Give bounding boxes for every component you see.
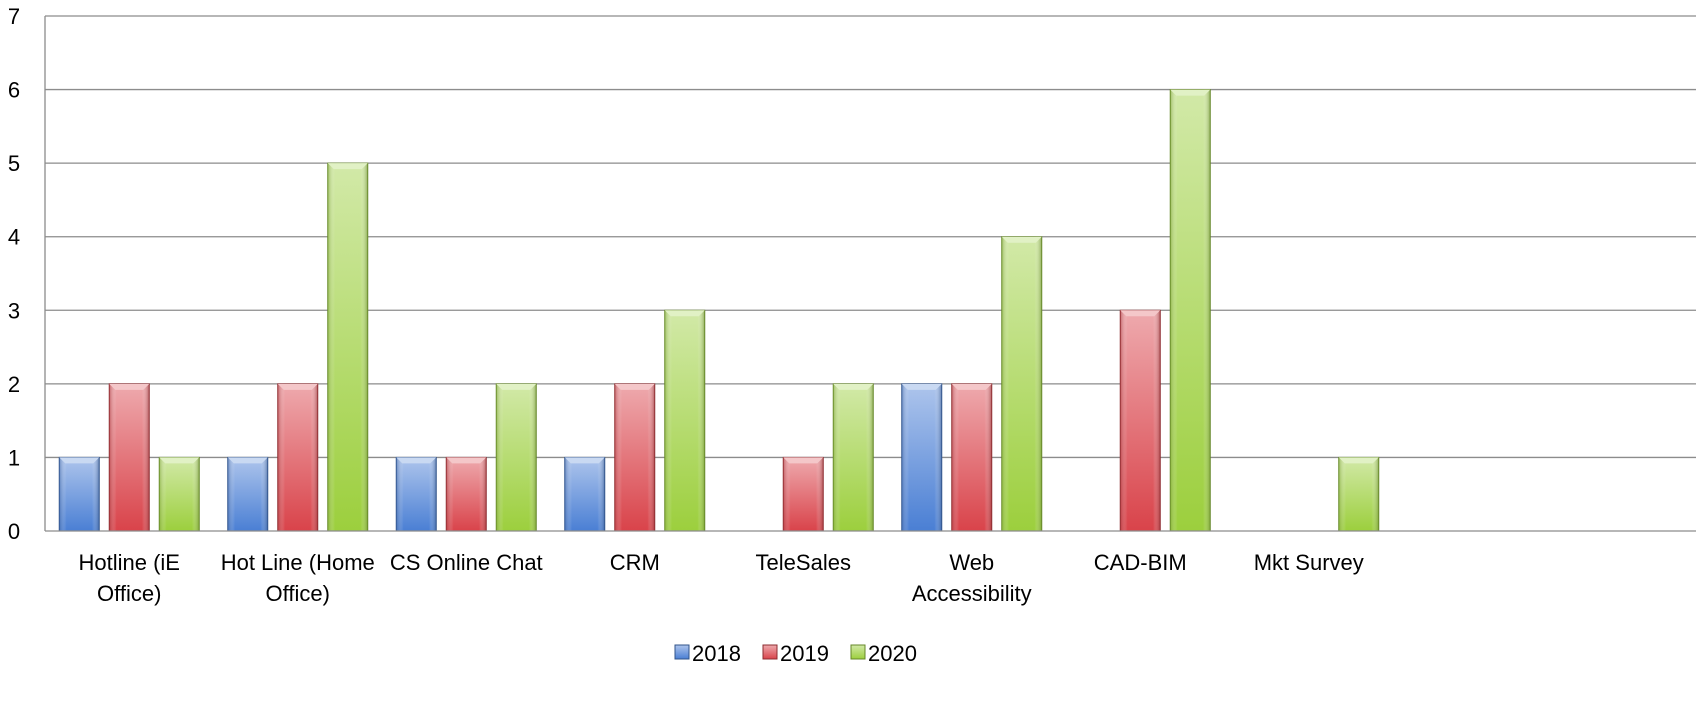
legend-item-2019: 2019 <box>762 641 829 666</box>
bar-shading <box>277 383 318 531</box>
bar-bevel <box>396 457 437 464</box>
bar-bevel <box>1170 89 1211 96</box>
bar-bevel <box>833 383 874 390</box>
bar-shading <box>396 457 437 531</box>
bar-shading <box>614 383 655 531</box>
bar-bevel <box>327 163 368 170</box>
bar-2020 <box>327 162 369 532</box>
bar-shading <box>446 457 487 531</box>
y-tick-label: 5 <box>8 151 20 176</box>
y-tick-label: 7 <box>8 4 20 29</box>
bar-2019 <box>782 456 824 532</box>
x-category-label: Hot Line (Home <box>221 550 375 575</box>
y-tick-label: 6 <box>8 78 20 103</box>
bar-shading <box>109 383 150 531</box>
legend-swatch <box>850 644 866 660</box>
y-tick-label: 3 <box>8 298 20 323</box>
bar-bevel <box>446 457 487 464</box>
bar-bevel <box>109 383 150 390</box>
bars <box>58 89 1380 532</box>
bar-bevel <box>1120 310 1161 317</box>
y-axis-tick-labels: 0 1 2 3 4 5 6 7 <box>8 4 20 544</box>
bar-2020 <box>1169 89 1211 532</box>
x-category-label: CAD-BIM <box>1094 550 1187 575</box>
bar-shading <box>159 457 200 531</box>
legend: 2018 2019 2020 <box>674 641 917 666</box>
axes <box>44 16 1696 532</box>
bar-bevel <box>496 383 537 390</box>
bar-2020 <box>664 309 706 532</box>
bar-2019 <box>951 383 993 532</box>
legend-item-2020: 2020 <box>850 641 917 666</box>
bar-shading <box>1120 310 1161 531</box>
bar-bevel <box>614 383 655 390</box>
x-category-label: Hotline (iE <box>79 550 180 575</box>
legend-label: 2018 <box>692 641 741 666</box>
bar-2019 <box>445 456 487 532</box>
bar-bevel <box>227 457 268 464</box>
bar-2020 <box>158 456 200 532</box>
legend-swatch <box>762 644 778 660</box>
bar-shading <box>564 457 605 531</box>
bar-2018 <box>564 456 606 532</box>
bar-shading <box>59 457 100 531</box>
bar-bevel <box>159 457 200 464</box>
bar-bevel <box>564 457 605 464</box>
bar-shading <box>496 383 537 531</box>
legend-label: 2019 <box>780 641 829 666</box>
y-tick-label: 1 <box>8 445 20 470</box>
x-category-label: CRM <box>610 550 660 575</box>
bar-2019 <box>614 383 656 532</box>
y-tick-label: 0 <box>8 519 20 544</box>
x-category-label: Mkt Survey <box>1254 550 1364 575</box>
bar-2018 <box>58 456 100 532</box>
bar-shading <box>901 383 942 531</box>
bar-2020 <box>832 383 874 532</box>
bar-shading <box>951 383 992 531</box>
legend-item-2018: 2018 <box>674 641 741 666</box>
bar-shading <box>227 457 268 531</box>
bar-2018 <box>395 456 437 532</box>
bar-shading <box>833 383 874 531</box>
bar-bevel <box>783 457 824 464</box>
x-category-label: Office) <box>97 581 161 606</box>
x-axis-category-labels: Hotline (iE Office) Hot Line (Home Office) C… <box>79 550 1364 606</box>
bar-2020 <box>495 383 537 532</box>
bar-shading <box>664 310 705 531</box>
bar-bevel <box>277 383 318 390</box>
bar-shading <box>327 163 368 531</box>
gridlines <box>45 15 1696 459</box>
x-category-label: CS Online Chat <box>390 550 543 575</box>
bar-bevel <box>901 383 942 390</box>
bar-2020 <box>1338 456 1380 532</box>
x-category-label: Web <box>949 550 994 575</box>
bar-2019 <box>1119 309 1161 532</box>
x-category-label: TeleSales <box>756 550 851 575</box>
y-tick-label: 4 <box>8 225 20 250</box>
legend-swatch <box>674 644 690 660</box>
bar-shading <box>1170 89 1211 532</box>
bar-2018 <box>901 383 943 532</box>
y-tick-label: 2 <box>8 372 20 397</box>
bar-bevel <box>951 383 992 390</box>
x-category-label: Accessibility <box>912 581 1032 606</box>
bar-shading <box>1338 457 1379 531</box>
bar-bevel <box>1001 236 1042 243</box>
bar-shading <box>783 457 824 531</box>
legend-label: 2020 <box>868 641 917 666</box>
bar-shading <box>1001 236 1042 531</box>
bar-2019 <box>277 383 319 532</box>
bar-2020 <box>1001 236 1043 532</box>
bar-bevel <box>664 310 705 317</box>
x-category-label: Office) <box>266 581 330 606</box>
bar-bevel <box>1338 457 1379 464</box>
bar-2018 <box>227 456 269 532</box>
bar-2019 <box>108 383 150 532</box>
bar-bevel <box>59 457 100 464</box>
